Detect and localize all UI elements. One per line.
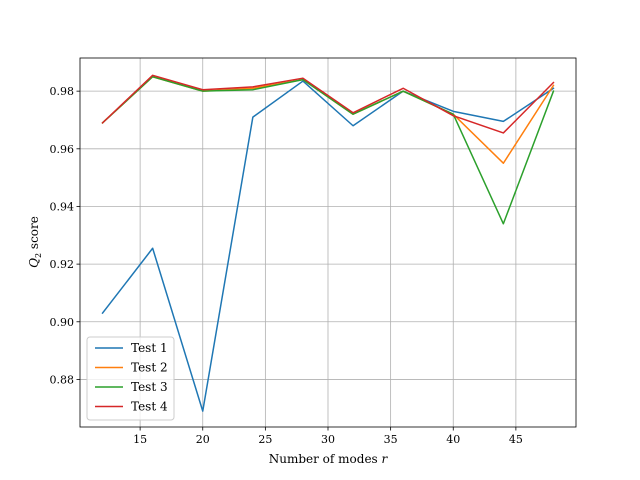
- y-tick-label: 0.88: [50, 373, 75, 386]
- series-lines: [101, 74, 555, 412]
- y-tick-label: 0.92: [50, 258, 75, 271]
- ticks: 15 20 25 30 35 40 45 0.88 0.90 0.92 0.94 0.96 0.98: [50, 85, 523, 446]
- series-line-test-1: [101, 80, 555, 412]
- legend-label-test-4: Test 4: [131, 400, 168, 414]
- y-tick-label: 0.90: [50, 316, 75, 329]
- series-line-test-3: [101, 75, 555, 225]
- x-tick-label: 40: [446, 433, 460, 446]
- x-tick-label: 45: [509, 433, 523, 446]
- grid: [80, 58, 576, 427]
- legend-label-test-2: Test 2: [131, 361, 168, 375]
- legend: Test 1 Test 2 Test 3 Test 4: [86, 336, 175, 421]
- y-tick-label: 0.98: [50, 85, 75, 98]
- x-axis-label: Number of modes r: [269, 452, 389, 466]
- legend-box: [86, 336, 175, 421]
- y-axis-label: Q2 score: [27, 216, 43, 268]
- x-tick-label: 15: [133, 433, 147, 446]
- legend-label-test-1: Test 1: [131, 341, 168, 355]
- series-line-test-4: [101, 74, 555, 134]
- x-tick-label: 20: [196, 433, 210, 446]
- x-tick-label: 25: [258, 433, 272, 446]
- legend-label-test-3: Test 3: [131, 380, 168, 394]
- x-tick-label: 30: [321, 433, 335, 446]
- y-tick-label: 0.94: [50, 200, 75, 213]
- y-tick-label: 0.96: [50, 143, 75, 156]
- x-tick-label: 35: [384, 433, 398, 446]
